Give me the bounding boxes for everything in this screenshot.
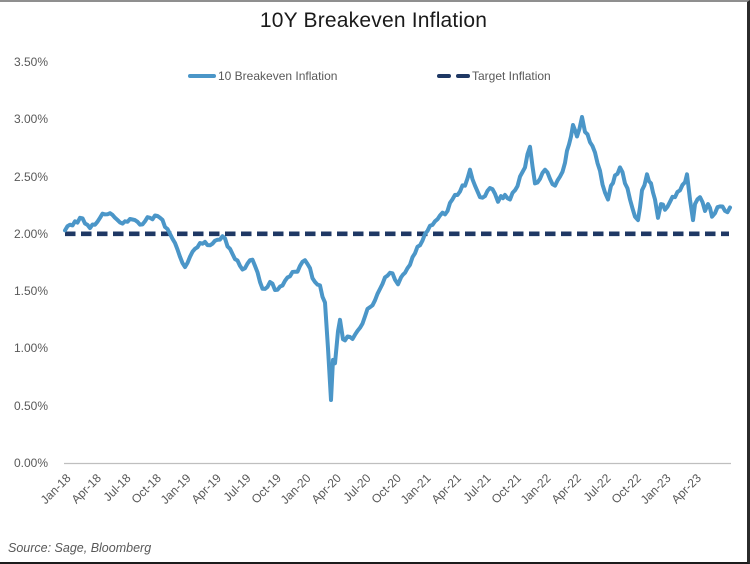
legend-item-breakeven: 10 Breakeven Inflation — [188, 68, 337, 84]
y-tick-label: 2.00% — [13, 226, 48, 241]
breakeven-line — [63, 115, 732, 402]
target-line-marker-icon — [437, 73, 470, 79]
legend-item-target: Target Inflation — [437, 68, 551, 84]
y-tick-label: 1.00% — [13, 341, 48, 356]
legend-label-target: Target Inflation — [472, 69, 551, 83]
chart-title: 10Y Breakeven Inflation — [259, 9, 488, 32]
y-tick-label: 3.00% — [13, 112, 48, 127]
source-note: Source: Sage, Bloomberg — [8, 541, 152, 555]
breakeven-line-marker-icon — [188, 73, 216, 79]
legend-label-breakeven: 10 Breakeven Inflation — [218, 69, 338, 83]
y-tick-label: 0.50% — [13, 398, 48, 413]
y-tick-label: 3.50% — [13, 55, 48, 69]
y-tick-label: 2.50% — [13, 169, 48, 184]
y-tick-label: 1.50% — [13, 284, 48, 299]
y-tick-label: 0.00% — [13, 456, 48, 470]
